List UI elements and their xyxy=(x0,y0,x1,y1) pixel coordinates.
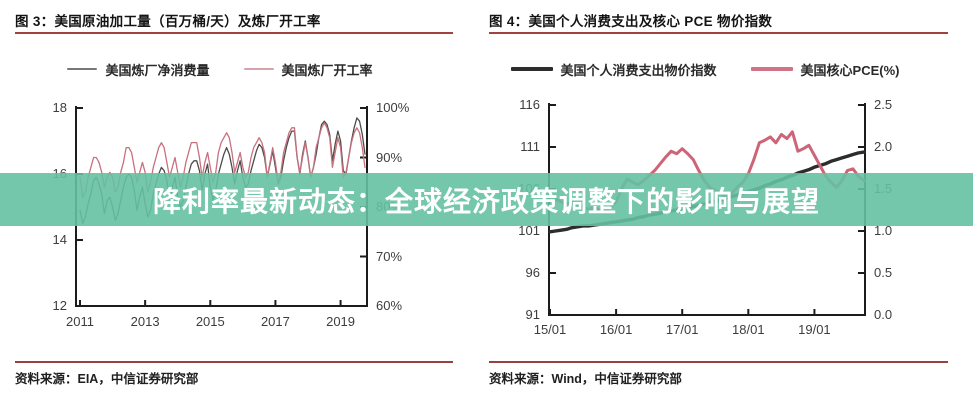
y-right-tick-label: 1.0 xyxy=(874,223,893,238)
legend-label: 美国炼厂开工率 xyxy=(281,62,373,78)
x-tick-label: 16/01 xyxy=(599,322,633,337)
series-line xyxy=(79,122,366,198)
x-tick-label: 2015 xyxy=(195,314,225,329)
legend-label: 美国炼厂净消费量 xyxy=(105,62,210,78)
legend-item-pce-index: 美国个人消费支出物价指数 xyxy=(510,60,717,79)
figure4-title: 图 4：美国个人消费支出及核心 PCE 物价指数 xyxy=(489,14,773,29)
figure4-source-divider xyxy=(489,361,948,363)
x-tick-label: 2019 xyxy=(326,314,356,329)
x-tick-label: 2017 xyxy=(260,314,290,329)
y-left-tick-label: 116 xyxy=(519,97,540,112)
legend-label: 美国个人消费支出物价指数 xyxy=(560,62,717,78)
legend-item-core-pce: 美国核心PCE(%) xyxy=(750,60,900,79)
headline-overlay-banner: 降利率最新动态：全球经济政策调整下的影响与展望 xyxy=(0,173,973,226)
legend-item-net-consumption: 美国炼厂净消费量 xyxy=(67,60,210,79)
headline-text: 降利率最新动态：全球经济政策调整下的影响与展望 xyxy=(152,185,820,217)
y-right-tick-label: 70% xyxy=(376,248,403,264)
x-tick-label: 2013 xyxy=(130,314,160,329)
line-sample-icon xyxy=(510,67,553,71)
y-right-tick-label: 0.5 xyxy=(874,265,893,280)
x-tick-label: 15/01 xyxy=(533,322,567,337)
legend-item-utilization: 美国炼厂开工率 xyxy=(243,60,373,79)
figure3-source-divider xyxy=(15,361,453,363)
y-right-tick-label: 2.5 xyxy=(874,97,893,112)
figure4-source: 资料来源：Wind，中信证券研究部 xyxy=(489,372,682,386)
line-sample-icon xyxy=(750,67,793,71)
x-tick-label: 2011 xyxy=(66,314,94,329)
figure4-legend: 美国个人消费支出物价指数 美国核心PCE(%) xyxy=(500,58,910,80)
figure3-source: 资料来源：EIA，中信证券研究部 xyxy=(15,372,199,386)
legend-label: 美国核心PCE(%) xyxy=(800,62,900,78)
x-tick-label: 19/01 xyxy=(798,322,831,337)
y-left-tick-label: 18 xyxy=(52,100,67,115)
x-tick-label: 17/01 xyxy=(665,322,699,337)
y-left-tick-label: 111 xyxy=(520,139,540,154)
y-left-tick-label: 14 xyxy=(52,232,67,247)
y-right-tick-label: 2.0 xyxy=(874,139,893,154)
figure3-title-underline xyxy=(15,32,453,34)
x-tick-label: 18/01 xyxy=(732,322,765,337)
y-right-tick-label: 60% xyxy=(376,298,403,313)
y-right-tick-label: 100% xyxy=(376,100,410,115)
y-right-tick-label: 90% xyxy=(376,149,403,165)
line-sample-icon xyxy=(67,68,98,70)
figure4-title-underline xyxy=(489,32,948,34)
y-left-tick-label: 12 xyxy=(52,298,67,313)
figure3-title: 图 3：美国原油加工量（百万桶/天）及炼厂开工率 xyxy=(15,14,321,29)
y-left-tick-label: 96 xyxy=(525,265,540,280)
figure3-legend: 美国炼厂净消费量 美国炼厂开工率 xyxy=(40,58,400,80)
y-left-tick-label: 91 xyxy=(525,307,540,322)
y-left-tick-label: 101 xyxy=(518,223,540,238)
line-sample-icon xyxy=(243,68,274,70)
y-right-tick-label: 0.0 xyxy=(874,307,893,322)
figure3-plot xyxy=(75,106,368,307)
